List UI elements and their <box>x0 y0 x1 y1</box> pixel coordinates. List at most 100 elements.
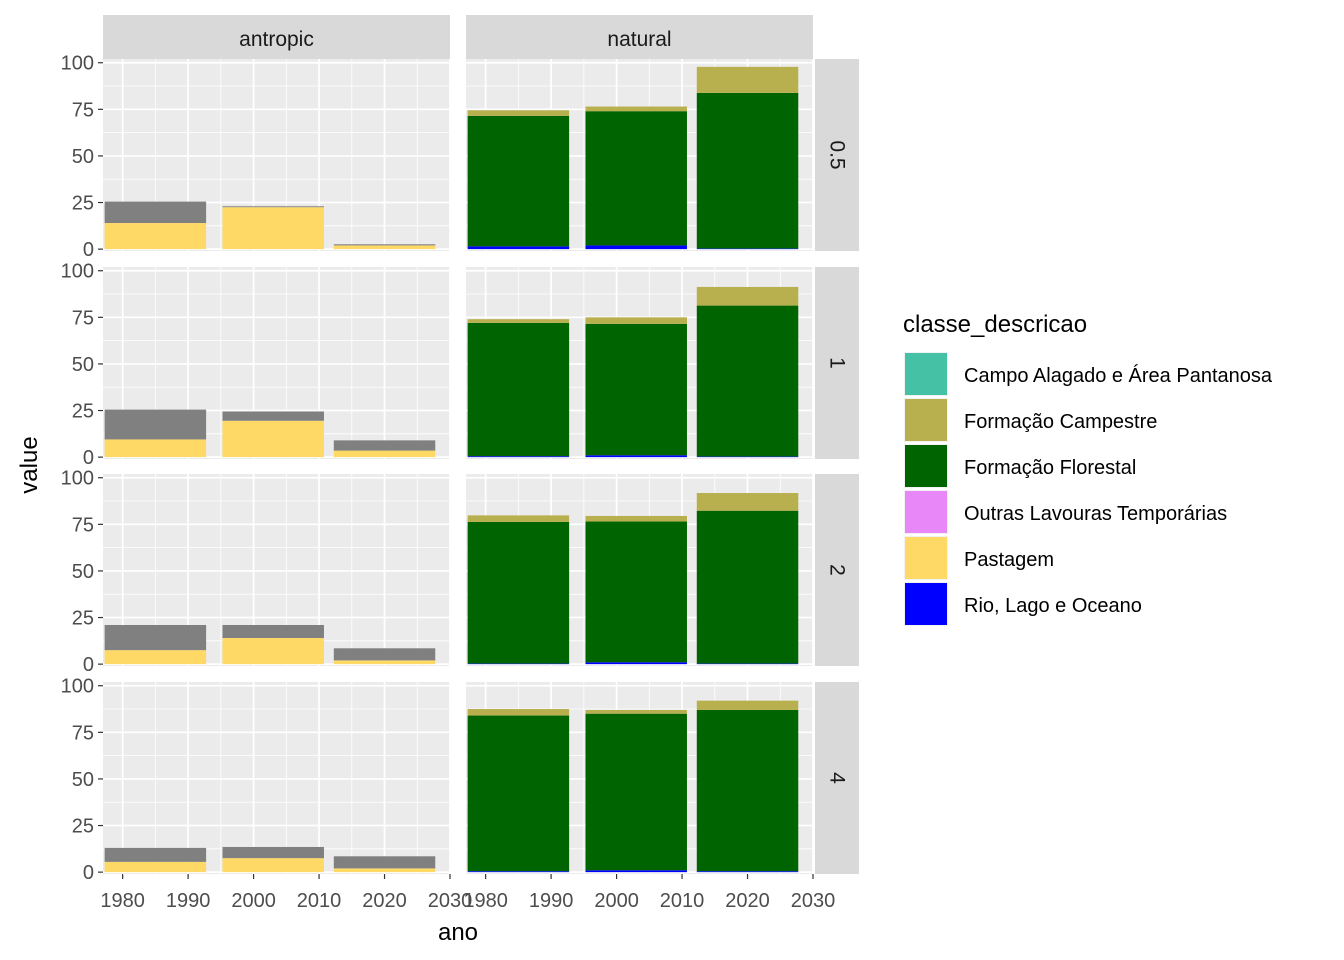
bar-segment <box>696 456 799 458</box>
legend-label: Formação Campestre <box>964 411 1157 433</box>
x-tick-label: 2030 <box>428 890 473 912</box>
legend-swatch <box>905 537 947 579</box>
bar-segment <box>333 245 436 250</box>
bar-segment <box>222 638 324 665</box>
x-tick-label: 2020 <box>362 890 407 912</box>
bar-segment <box>696 92 799 249</box>
bar-segment <box>467 110 570 116</box>
bar-segment <box>585 515 687 522</box>
y-tick-label: 75 <box>72 514 94 536</box>
bar-segment <box>467 663 570 665</box>
x-tick-label: 2010 <box>660 890 705 912</box>
y-tick-label: 50 <box>72 354 94 376</box>
strip-label: 2 <box>826 564 849 576</box>
bar-segment <box>585 111 687 246</box>
bar-segment <box>104 861 207 873</box>
bars-antropic-0.5 <box>104 201 436 250</box>
bar-segment <box>222 846 324 859</box>
strip-label: 0.5 <box>826 140 849 169</box>
bar-segment <box>104 624 207 651</box>
bar-segment <box>585 106 687 112</box>
bar-segment <box>467 521 570 664</box>
strip-4 <box>815 682 859 874</box>
bar-segment <box>333 648 436 661</box>
legend: classe_descricao Campo Alagado e Área Pa… <box>903 311 1273 626</box>
y-tick-label: 0 <box>83 239 94 261</box>
bar-segment <box>696 700 799 710</box>
bar-segment <box>222 411 324 421</box>
bar-segment <box>585 870 687 873</box>
bar-segment <box>104 439 207 458</box>
strip-label: antropic <box>239 28 314 51</box>
bars-natural-0.5 <box>467 66 799 250</box>
bar-segment <box>585 521 687 663</box>
bar-segment <box>696 871 799 873</box>
bar-segment <box>696 248 799 250</box>
legend-label: Rio, Lago e Oceano <box>964 595 1142 617</box>
bar-segment <box>696 709 799 872</box>
bar-segment <box>467 246 570 250</box>
bars-natural-2 <box>467 493 799 665</box>
y-tick-label: 50 <box>72 769 94 791</box>
bar-segment <box>467 515 570 522</box>
bar-segment <box>585 323 687 456</box>
x-tick-label: 1990 <box>166 890 211 912</box>
bar-segment <box>333 856 436 869</box>
bar-segment <box>104 847 207 862</box>
bar-segment <box>467 115 570 247</box>
y-tick-label: 25 <box>72 608 94 630</box>
bar-segment <box>696 305 799 457</box>
bars-antropic-2 <box>104 624 436 665</box>
strip-label: 4 <box>826 772 849 784</box>
bar-segment <box>467 322 570 457</box>
strip-0.5 <box>815 59 859 251</box>
legend-label: Outras Lavouras Temporárias <box>964 503 1227 525</box>
y-tick-label: 25 <box>72 816 94 838</box>
bar-segment <box>104 650 207 665</box>
x-axis-title: ano <box>438 919 478 946</box>
x-tick-label: 1980 <box>463 890 508 912</box>
bar-segment <box>104 201 207 224</box>
legend-swatch <box>905 399 947 441</box>
x-tick-label: 2000 <box>231 890 276 912</box>
bar-segment <box>333 450 436 458</box>
bar-segment <box>467 871 570 873</box>
bars-natural-1 <box>467 286 799 458</box>
bar-segment <box>585 662 687 665</box>
bar-segment <box>467 709 570 716</box>
y-tick-label: 0 <box>83 654 94 676</box>
bar-segment <box>222 420 324 458</box>
bar-segment <box>222 206 324 208</box>
strip-2 <box>815 474 859 666</box>
y-tick-label: 0 <box>83 862 94 884</box>
y-tick-label: 75 <box>72 722 94 744</box>
x-tick-label: 2000 <box>594 890 639 912</box>
panels-layer <box>103 59 814 874</box>
legend-swatch <box>905 491 947 533</box>
bar-segment <box>696 663 799 665</box>
facet-strips: antropic natural 0.5 1 2 4 <box>103 15 859 874</box>
legend-title: classe_descricao <box>903 311 1087 338</box>
legend-swatch <box>905 583 947 625</box>
bar-segment <box>696 286 799 306</box>
panel-background <box>103 682 450 874</box>
strip-natural <box>466 15 813 59</box>
bar-segment <box>467 456 570 458</box>
bar-segment <box>333 868 436 873</box>
strip-label: 1 <box>826 357 849 369</box>
strip-1 <box>815 267 859 459</box>
legend-swatch <box>905 353 947 395</box>
y-tick-label: 100 <box>61 53 94 75</box>
bars-antropic-4 <box>104 846 436 873</box>
y-tick-label: 50 <box>72 561 94 583</box>
bar-segment <box>467 319 570 323</box>
y-axis-title: value <box>16 436 43 493</box>
legend-label: Campo Alagado e Área Pantanosa <box>964 364 1273 387</box>
y-tick-label: 0 <box>83 447 94 469</box>
x-tick-label: 2010 <box>297 890 342 912</box>
axes: 0255075100025507510002550751000255075100… <box>61 53 836 912</box>
bar-segment <box>222 624 324 639</box>
strip-label: natural <box>607 28 671 51</box>
bar-segment <box>696 510 799 664</box>
y-tick-label: 75 <box>72 99 94 121</box>
